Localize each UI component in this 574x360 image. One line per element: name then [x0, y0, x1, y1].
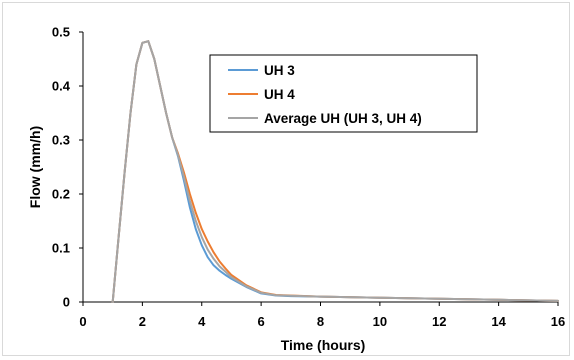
- x-tick-label: 14: [491, 314, 506, 329]
- x-tick-label: 4: [198, 314, 206, 329]
- y-tick-label: 0.5: [52, 25, 70, 40]
- y-tick-label: 0.4: [52, 79, 71, 94]
- legend-label-2: UH 4: [264, 87, 295, 102]
- x-tick-label: 12: [432, 314, 446, 329]
- y-axis-title: Flow (mm/h): [27, 126, 43, 208]
- legend-label-3: Average UH (UH 3, UH 4): [264, 111, 422, 126]
- tick-labels: 0 2 4 6 8 10 12 14 16 0 0.1 0.2 0.3 0.4 0.5: [52, 25, 565, 330]
- x-tick-label: 0: [79, 314, 86, 329]
- legend-label-1: UH 3: [264, 63, 295, 78]
- axes: [79, 31, 559, 306]
- x-axis-title: Time (hours): [281, 337, 366, 353]
- x-tick-label: 8: [317, 314, 324, 329]
- y-tick-label: 0.3: [52, 133, 70, 148]
- x-tick-label: 10: [373, 314, 387, 329]
- legend: UH 3 UH 4 Average UH (UH 3, UH 4): [209, 54, 478, 133]
- x-tick-label: 16: [551, 314, 565, 329]
- x-tick-label: 2: [139, 314, 146, 329]
- y-tick-label: 0.1: [52, 241, 70, 256]
- y-tick-label: 0.2: [52, 187, 70, 202]
- x-tick-label: 6: [258, 314, 265, 329]
- series-line-3: [111, 40, 559, 303]
- series-lines: [111, 40, 559, 303]
- y-tick-label: 0: [63, 295, 70, 310]
